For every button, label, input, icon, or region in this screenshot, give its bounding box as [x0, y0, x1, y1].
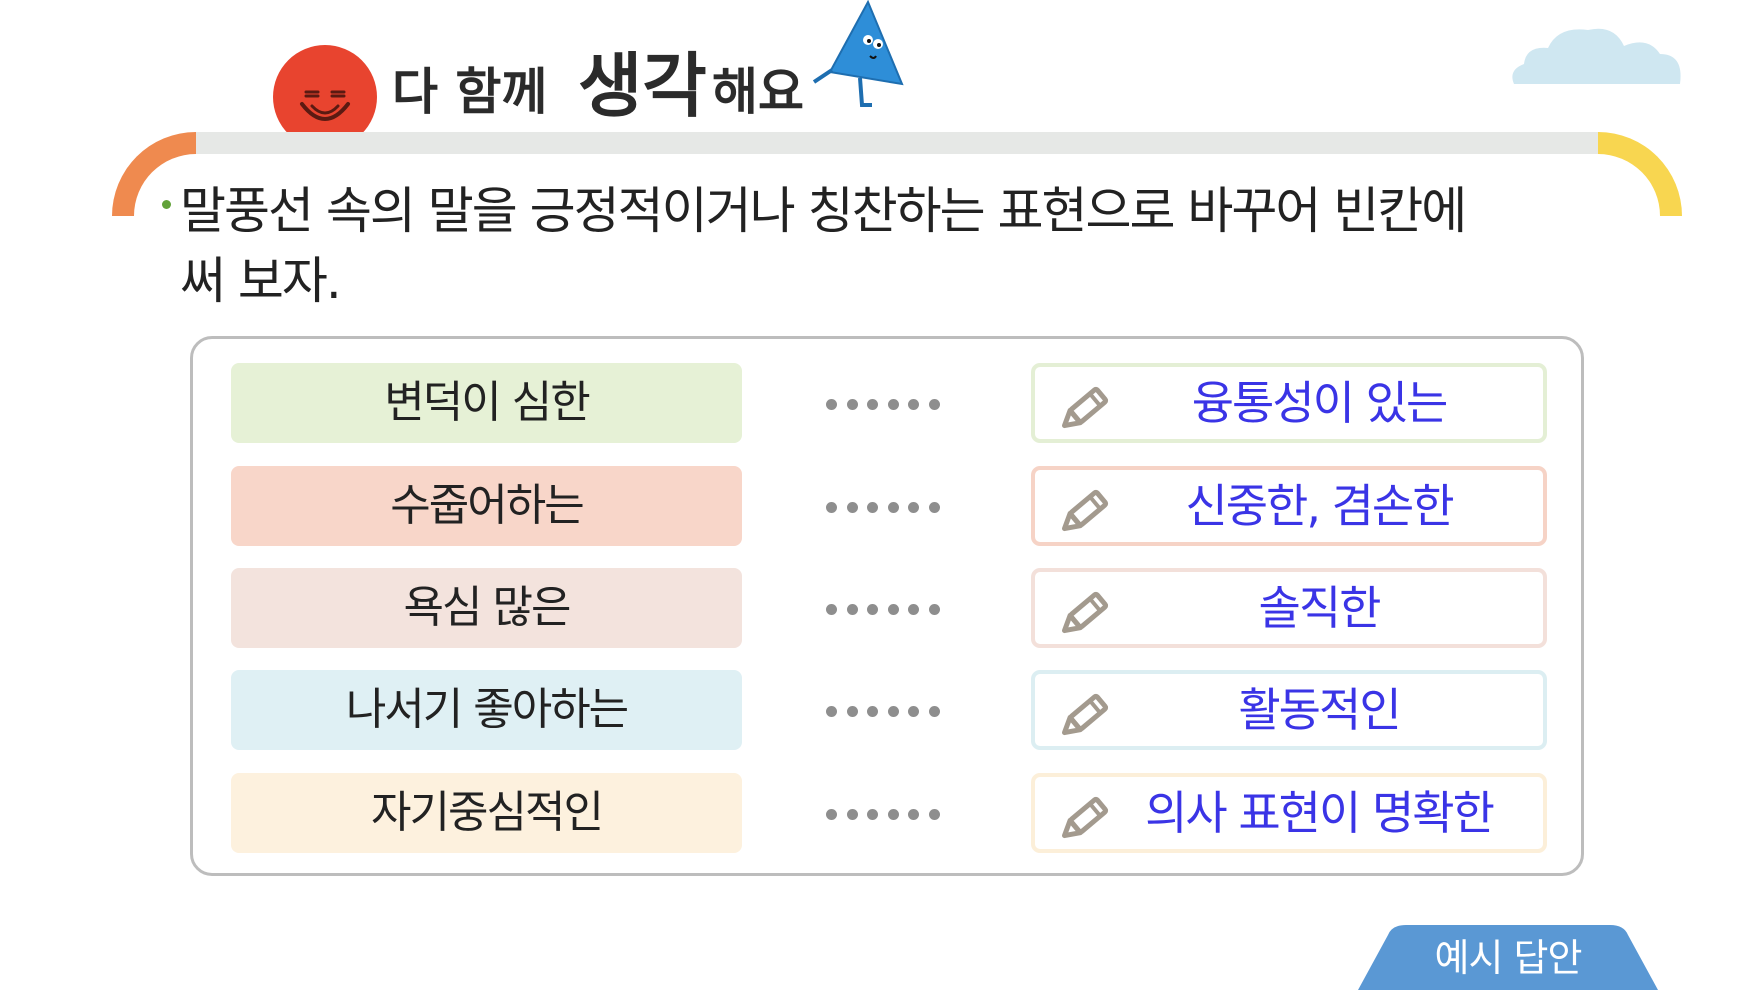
- title-part-2: 해요: [712, 63, 804, 121]
- pencil-icon: [1061, 480, 1117, 536]
- pencil-icon: [1061, 787, 1117, 843]
- original-expression: 자기중심적인: [231, 773, 742, 853]
- exercise-panel: [190, 336, 1584, 876]
- connector-dot: [908, 706, 919, 717]
- connector-dot: [887, 809, 899, 820]
- connector-dot: [826, 809, 837, 820]
- title-emphasis: 생각: [578, 45, 707, 127]
- answer-text: 활동적인: [1238, 683, 1401, 737]
- blue-triangle-character-icon: [812, 0, 904, 107]
- answer-field[interactable]: 융통성이 있는: [1031, 363, 1547, 443]
- red-face-character-icon: [273, 45, 377, 149]
- connector-dot: [846, 604, 858, 615]
- cloud-icon: [1512, 28, 1681, 84]
- connector-dot: [846, 706, 858, 717]
- header-bar: [194, 132, 1600, 154]
- example-answer-tab[interactable]: [1358, 925, 1658, 990]
- original-expression: 수줍어하는: [231, 466, 742, 546]
- answer-field[interactable]: 신중한, 겸손한: [1031, 466, 1547, 546]
- connector-dot: [908, 502, 919, 513]
- answer-field[interactable]: 솔직한: [1031, 568, 1547, 648]
- connector-dot: [867, 399, 878, 410]
- exercise-row: 욕심 많은 솔직한: [0, 568, 1760, 648]
- pencil-icon: [1061, 684, 1117, 740]
- connector-dot: [928, 809, 940, 820]
- connector-dot: [867, 604, 878, 615]
- original-expression: 변덕이 심한: [231, 363, 742, 443]
- answer-text: 의사 표현이 명확한: [1145, 786, 1495, 840]
- example-answer-label: 예시 답안: [1434, 936, 1583, 980]
- connector-dot: [928, 604, 940, 615]
- original-expression: 나서기 좋아하는: [231, 670, 742, 750]
- instruction-line-2: 써 보자.: [180, 252, 342, 310]
- pencil-icon: [1061, 377, 1117, 433]
- connector-dots: [826, 502, 940, 513]
- connector-dot: [826, 604, 837, 615]
- instruction-text: 말풍선 속의 말을 긍정적이거나 칭찬하는 표현으로 바꾸어 빈칸에 써 보자.: [180, 176, 1540, 316]
- connector-dot: [826, 399, 837, 410]
- exercise-row: 자기중심적인 의사 표현이 명확한: [0, 773, 1760, 853]
- connector-dot: [826, 706, 837, 717]
- bullet-icon: [162, 200, 171, 209]
- exercise-row: 나서기 좋아하는 활동적인: [0, 670, 1760, 750]
- connector-dot: [867, 706, 878, 717]
- answer-text: 신중한, 겸손한: [1185, 479, 1454, 533]
- connector-dot: [846, 399, 858, 410]
- connector-dots: [826, 604, 940, 615]
- answer-field[interactable]: 의사 표현이 명확한: [1031, 773, 1547, 853]
- answer-text: 융통성이 있는: [1191, 376, 1449, 430]
- title-part-1: 다 함께: [392, 63, 548, 121]
- pencil-icon: [1061, 582, 1117, 638]
- connector-dots: [826, 809, 940, 820]
- connector-dot: [887, 399, 899, 410]
- connector-dot: [846, 809, 858, 820]
- answer-field[interactable]: 활동적인: [1031, 670, 1547, 750]
- connector-dot: [908, 604, 919, 615]
- connector-dot: [826, 502, 837, 513]
- exercise-row: 변덕이 심한 융통성이 있는: [0, 363, 1760, 443]
- connector-dot: [867, 502, 878, 513]
- connector-dot: [928, 399, 940, 410]
- connector-dots: [826, 706, 940, 717]
- connector-dot: [887, 706, 899, 717]
- original-expression: 욕심 많은: [231, 568, 742, 648]
- connector-dot: [928, 502, 940, 513]
- instruction-line-1: 말풍선 속의 말을 긍정적이거나 칭찬하는 표현으로 바꾸어 빈칸에: [180, 182, 1467, 240]
- connector-dot: [887, 604, 899, 615]
- connector-dots: [826, 399, 940, 410]
- connector-dot: [887, 502, 899, 513]
- connector-dot: [846, 502, 858, 513]
- connector-dot: [908, 399, 919, 410]
- exercise-row: 수줍어하는 신중한, 겸손한: [0, 466, 1760, 546]
- answer-text: 솔직한: [1258, 581, 1382, 635]
- connector-dot: [867, 809, 878, 820]
- header-arc-right: [1598, 132, 1682, 216]
- connector-dot: [908, 809, 919, 820]
- connector-dot: [928, 706, 940, 717]
